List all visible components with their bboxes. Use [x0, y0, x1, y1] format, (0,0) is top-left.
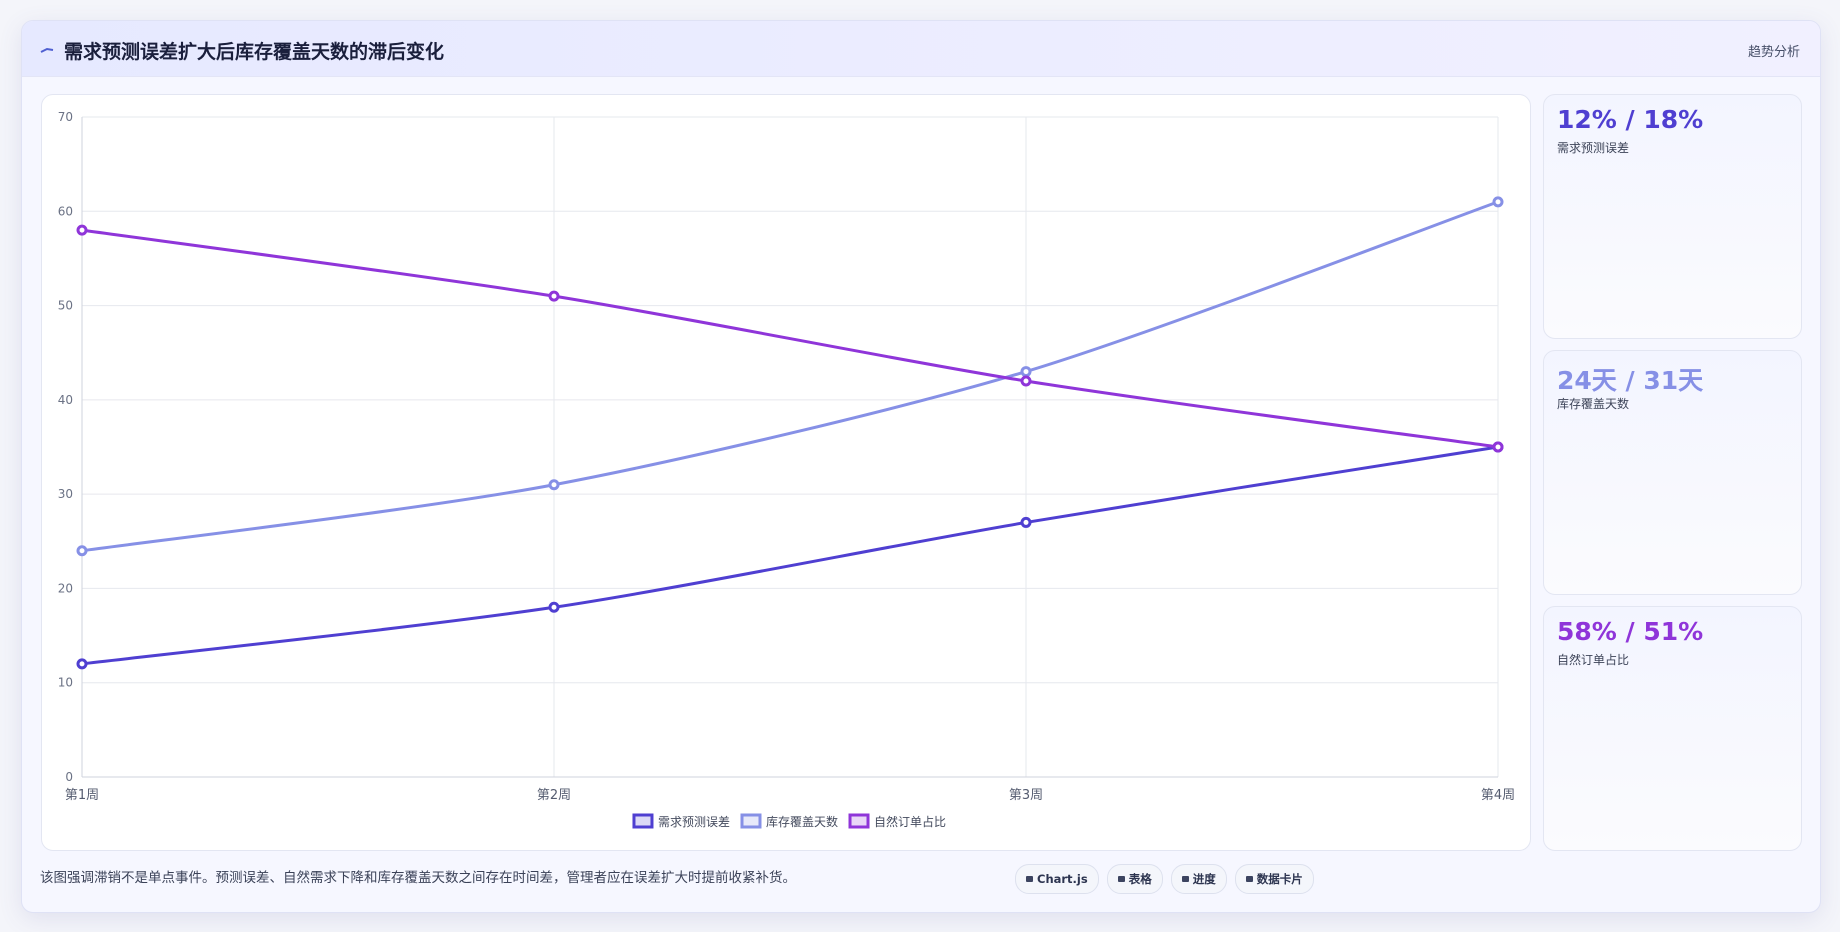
point [1020, 375, 1032, 387]
point [76, 224, 88, 236]
series-line [81, 228, 1499, 449]
point [548, 601, 560, 613]
kpi-card: 12% / 18% 需求预测误差 [1543, 94, 1802, 339]
title-icon [40, 47, 54, 53]
button-icon [1117, 876, 1125, 882]
legend-label: 库存覆盖天数 [766, 814, 838, 829]
button-row: Chart.js 表格 进度 数据卡片 [1015, 864, 1314, 894]
y-tick-label: 10 [58, 676, 73, 690]
legend: 需求预测误差 库存覆盖天数 自然订单占比 [632, 813, 946, 829]
y-tick-label: 20 [58, 581, 73, 595]
kpi-label: 自然订单占比 [1557, 653, 1630, 667]
series-line [81, 200, 1499, 553]
point [548, 290, 560, 302]
point [76, 658, 88, 670]
footer-note: 该图强调滞销不是单点事件。预测误差、自然需求下降和库存覆盖天数之间存在时间差，管… [40, 870, 796, 886]
legend-swatch [740, 813, 762, 829]
chart-panel: 0 10 20 30 40 50 60 70 第1周 第2周 第3周 第4周需求预测误差 库存覆盖天数 自… [41, 94, 1531, 851]
y-tick-label: 60 [58, 204, 73, 218]
title: 需求预测误差扩大后库存覆盖天数的滞后变化 [64, 41, 445, 63]
point [1492, 196, 1504, 208]
x-tick-label: 第3周 [1009, 788, 1043, 803]
kpi-card: 24天 / 31天库存覆盖天数 [1543, 350, 1802, 595]
x-tick-label: 第4周 [1481, 788, 1515, 803]
x-tick-label: 第2周 [537, 788, 571, 803]
kpi-label: 需求预测误差 [1557, 141, 1630, 155]
tag: 趋势分析 [1747, 45, 1800, 60]
button-icon [1026, 876, 1033, 882]
header: 需求预测误差扩大后库存覆盖天数的滞后变化 趋势分析 [22, 21, 1820, 77]
series-line [81, 445, 1499, 666]
kpi-value: 24天 / 31天 [1557, 366, 1704, 395]
y-tick-label: 0 [65, 770, 73, 784]
point [76, 545, 88, 557]
legend-swatch [632, 813, 654, 829]
button-label: 表格 [1128, 872, 1152, 886]
toolbar-button[interactable]: 进度 [1170, 864, 1227, 894]
button-label: 进度 [1192, 872, 1216, 886]
point [1020, 516, 1032, 528]
y-tick-label: 40 [58, 393, 73, 407]
x-tick-label: 第1周 [65, 788, 99, 803]
kpi-label: 库存覆盖天数 [1557, 397, 1630, 411]
toolbar-button[interactable]: 表格 [1106, 864, 1163, 894]
button-icon [1245, 876, 1253, 882]
y-tick-label: 70 [58, 110, 73, 124]
kpi-card: 58% / 51% 自然订单占比 [1543, 606, 1802, 851]
kpi-value: 58% / 51% [1557, 617, 1704, 646]
kpi-value: 12% / 18% [1557, 105, 1704, 134]
toolbar-button[interactable]: 数据卡片 [1234, 864, 1314, 894]
legend-swatch [848, 813, 870, 829]
point [1492, 441, 1504, 453]
legend-label: 需求预测误差 [658, 815, 730, 829]
button-icon [1181, 876, 1189, 882]
point [548, 479, 560, 491]
legend-label: 自然订单占比 [874, 814, 946, 829]
button-label: Chart.js [1037, 872, 1088, 886]
y-tick-label: 50 [58, 299, 73, 313]
y-tick-label: 30 [58, 487, 73, 501]
point [1020, 366, 1032, 378]
toolbar-button[interactable]: Chart.js [1015, 864, 1099, 894]
card: 需求预测误差扩大后库存覆盖天数的滞后变化 趋势分析 0 10 20 30 40 50 60 7… [21, 20, 1821, 913]
button-label: 数据卡片 [1256, 872, 1303, 886]
